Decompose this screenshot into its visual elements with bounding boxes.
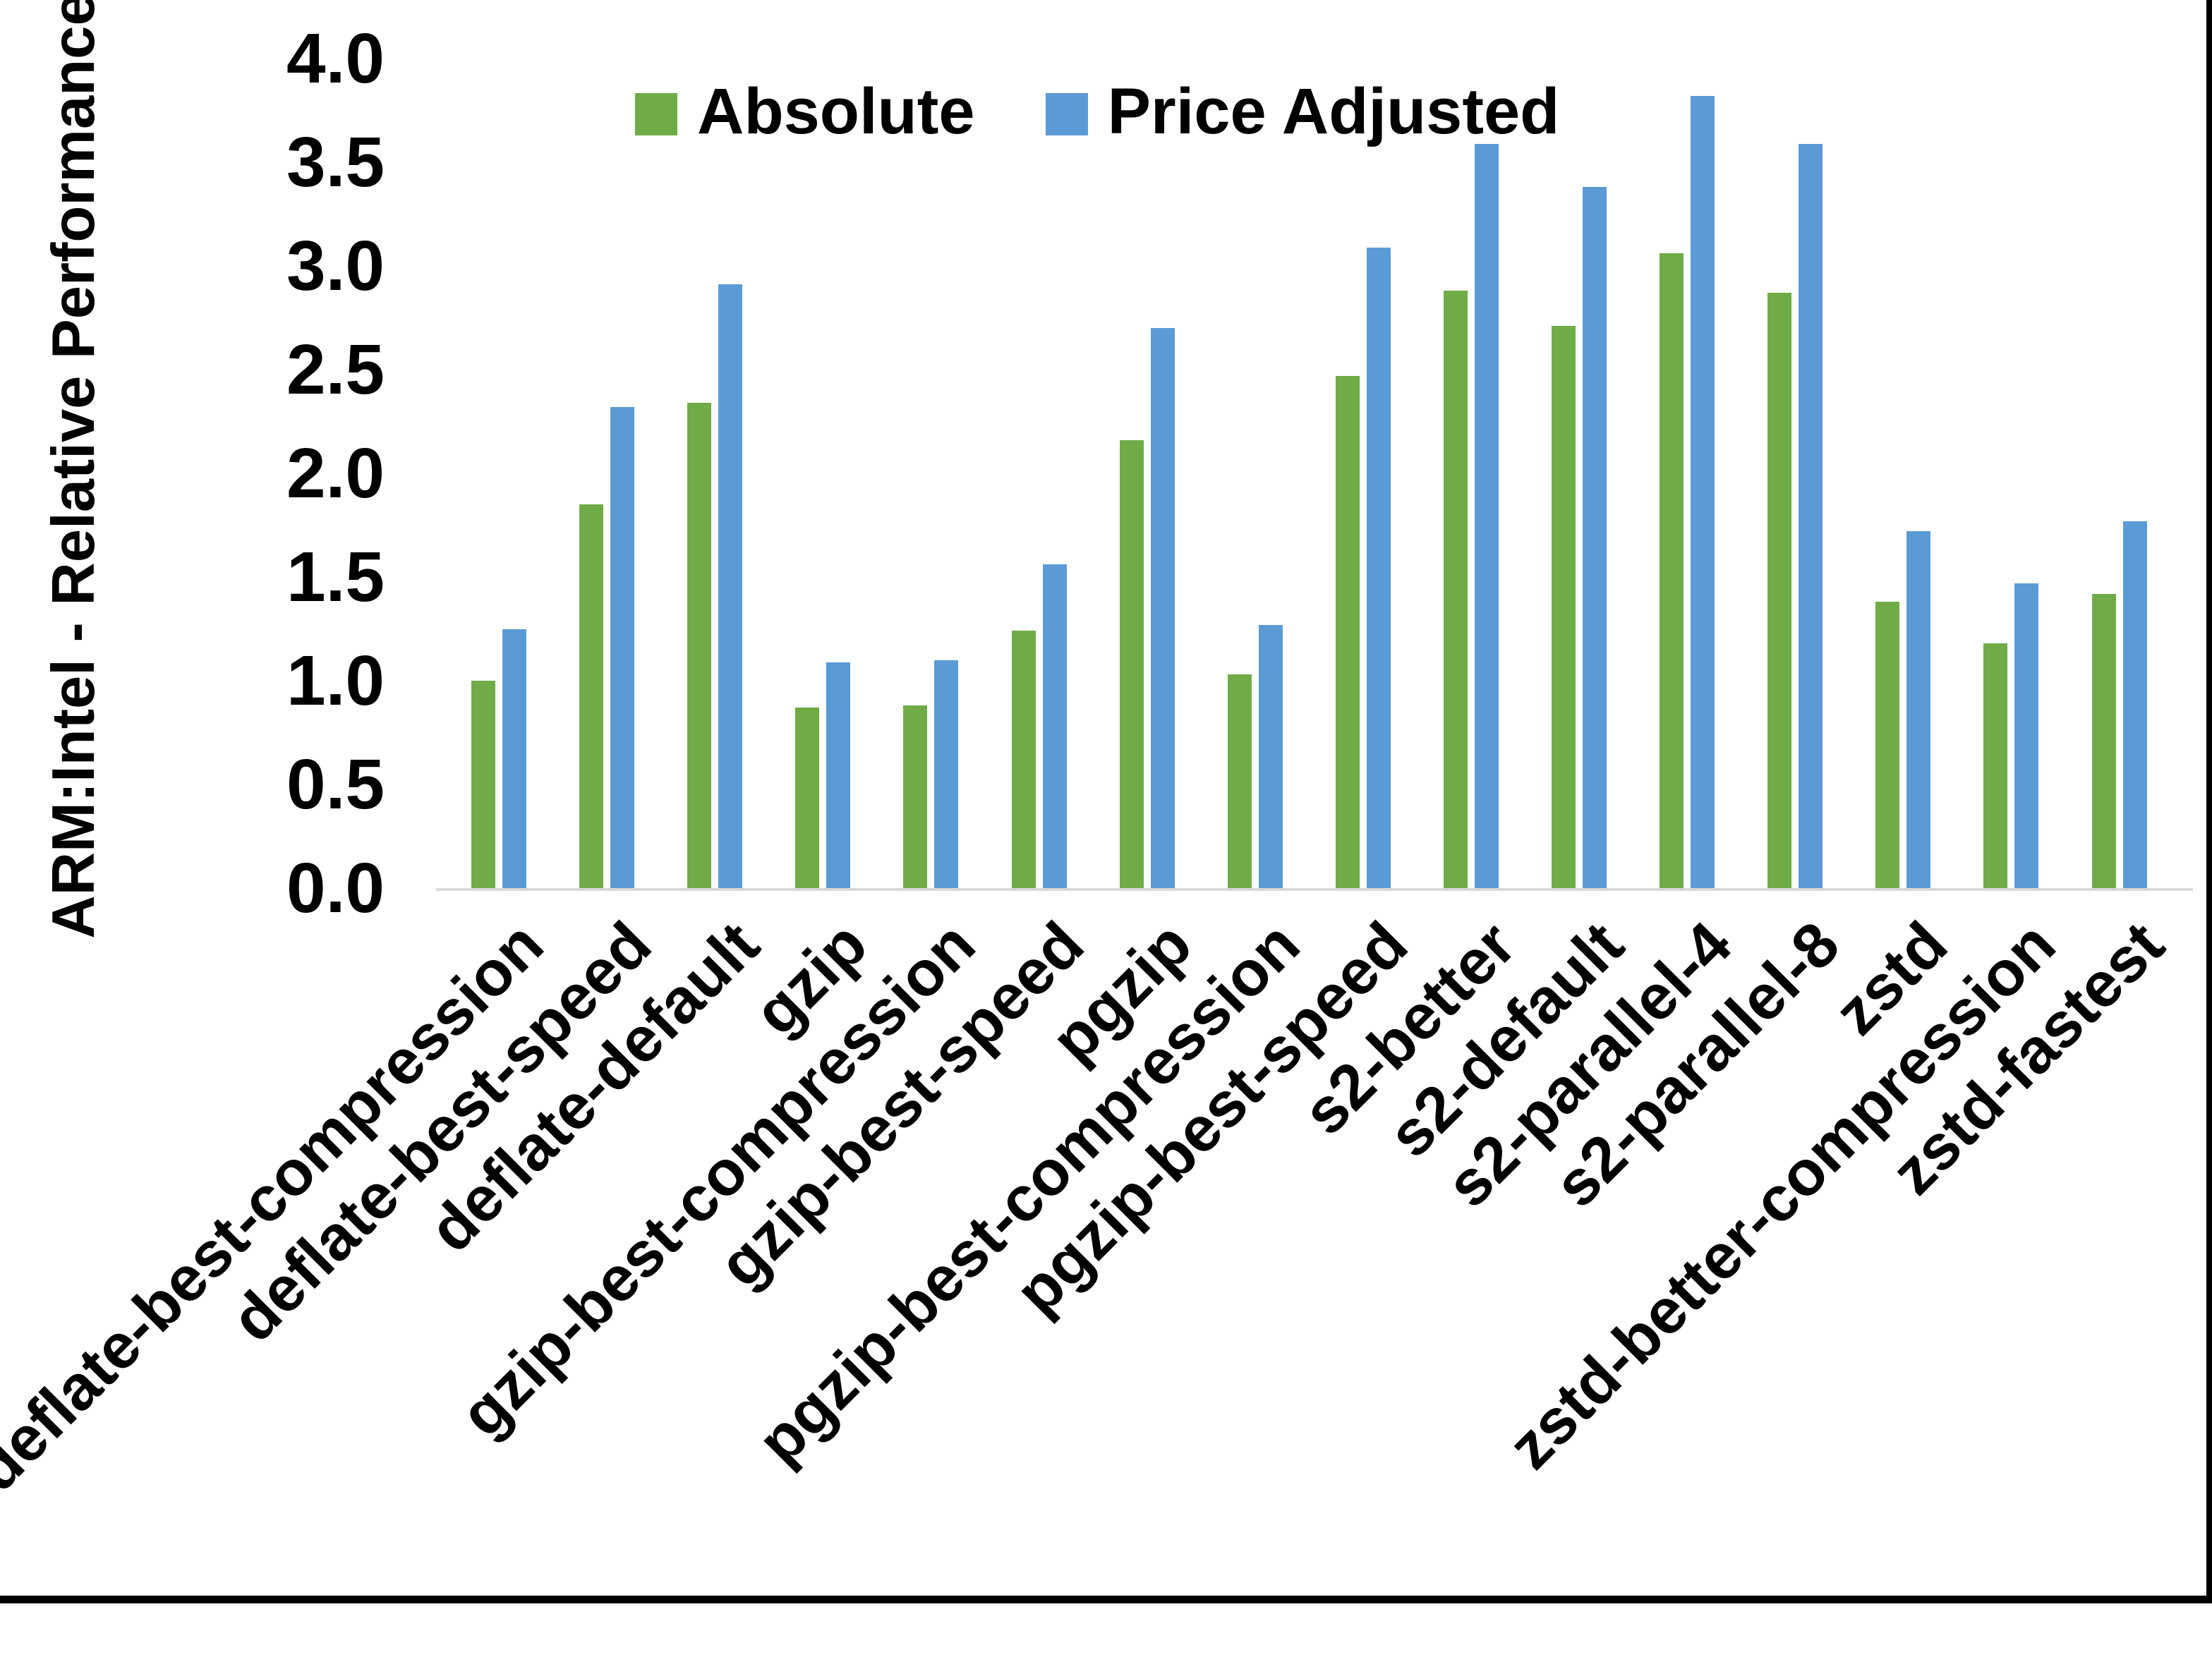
bar-price-adjusted bbox=[1474, 143, 1499, 888]
bar-absolute bbox=[1227, 674, 1252, 888]
bar-absolute bbox=[795, 708, 820, 888]
y-tick-label: 0.5 bbox=[286, 745, 385, 824]
bar-price-adjusted bbox=[2014, 583, 2039, 888]
bar-price-adjusted bbox=[826, 662, 851, 888]
bar-absolute bbox=[1767, 293, 1792, 888]
bar-price-adjusted bbox=[1691, 95, 1715, 888]
bar-absolute bbox=[1011, 631, 1036, 888]
bar-absolute bbox=[1983, 643, 2008, 888]
window-border-bottom bbox=[0, 1596, 2212, 1603]
bar-absolute bbox=[2091, 593, 2116, 888]
chart-canvas: ARM:Intel - Relative Performance Absolut… bbox=[0, 0, 2212, 1603]
bar-absolute bbox=[1335, 375, 1360, 888]
bar-absolute bbox=[1552, 326, 1576, 888]
plot-area: 0.0 0.5 1.0 1.5 2.0 2.5 3.0 3.5 4.0 deflate-best-… bbox=[0, 19, 2193, 1505]
bar-absolute bbox=[1875, 602, 1900, 888]
bar-price-adjusted bbox=[1906, 531, 1931, 888]
bar-absolute bbox=[903, 705, 928, 888]
bar-price-adjusted bbox=[1042, 564, 1067, 888]
bar-absolute bbox=[1660, 253, 1684, 888]
bar-absolute bbox=[579, 504, 604, 888]
y-tick-label: 2.5 bbox=[286, 330, 385, 409]
y-tick-label: 3.0 bbox=[286, 226, 385, 305]
x-axis-line bbox=[436, 888, 2193, 891]
legend-item-price-adjusted: Price Adjusted bbox=[1045, 75, 1560, 147]
y-tick-label: 2.0 bbox=[286, 434, 385, 513]
bar-absolute bbox=[1119, 439, 1144, 888]
bar-absolute bbox=[1443, 291, 1468, 888]
bar-price-adjusted bbox=[1366, 247, 1391, 888]
bar-price-adjusted bbox=[1150, 328, 1175, 888]
bar-price-adjusted bbox=[718, 284, 743, 888]
y-tick-label: 0.0 bbox=[286, 849, 385, 928]
legend-item-absolute: Absolute bbox=[635, 79, 975, 144]
bar-price-adjusted bbox=[1258, 624, 1283, 888]
y-tick-label: 3.5 bbox=[286, 123, 385, 202]
legend-label-price-adjusted: Price Adjusted bbox=[1107, 75, 1560, 147]
bar-absolute bbox=[471, 681, 495, 888]
bar-price-adjusted bbox=[2122, 521, 2147, 888]
legend-swatch-absolute bbox=[635, 93, 677, 135]
bar-absolute bbox=[687, 403, 712, 888]
bar-price-adjusted bbox=[610, 406, 635, 888]
y-tick-label: 1.0 bbox=[286, 641, 385, 720]
legend-swatch-price-adjusted bbox=[1045, 93, 1088, 135]
bar-price-adjusted bbox=[1799, 143, 1823, 888]
y-tick-label: 4.0 bbox=[286, 19, 385, 98]
window-border-right bbox=[2206, 0, 2212, 1603]
bar-price-adjusted bbox=[502, 629, 526, 888]
legend-label-absolute: Absolute bbox=[697, 75, 975, 147]
bar-price-adjusted bbox=[934, 660, 959, 888]
bar-price-adjusted bbox=[1583, 187, 1607, 888]
legend: Absolute Price Adjusted bbox=[635, 79, 1559, 144]
y-tick-label: 1.5 bbox=[286, 538, 385, 617]
